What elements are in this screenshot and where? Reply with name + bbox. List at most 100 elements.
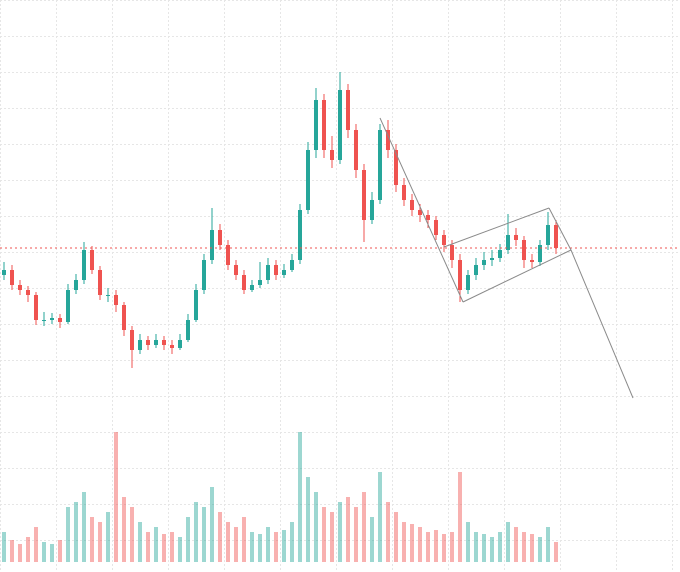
volume-bar xyxy=(346,497,350,562)
volume-bar xyxy=(250,532,254,562)
candle-body xyxy=(490,258,494,260)
candle-body xyxy=(322,100,326,150)
candle-body xyxy=(458,260,462,290)
candle-body xyxy=(242,275,246,290)
volume-bar xyxy=(362,492,366,562)
candle-body xyxy=(26,290,30,295)
candle-body xyxy=(98,270,102,295)
volume-bar xyxy=(162,534,166,562)
volume-bar xyxy=(122,497,126,562)
volume-bar xyxy=(282,530,286,562)
candle-body xyxy=(218,230,222,245)
volume-bar xyxy=(10,540,14,562)
candle-body xyxy=(370,200,374,220)
candle-body xyxy=(514,235,518,240)
volume-bar xyxy=(330,512,334,562)
candle-body xyxy=(450,245,454,260)
plot-area xyxy=(0,72,680,562)
volume-bar xyxy=(82,492,86,562)
volume-bar xyxy=(290,522,294,562)
volume-bar xyxy=(98,522,102,562)
volume-bar xyxy=(338,502,342,562)
candle-body xyxy=(58,318,62,322)
volume-bar xyxy=(42,542,46,562)
volume-bar xyxy=(426,532,430,562)
candle-body xyxy=(346,90,350,130)
channel-lower xyxy=(462,249,572,303)
candle-body xyxy=(258,280,262,285)
volume-bar xyxy=(170,532,174,562)
volume-bar xyxy=(58,540,62,562)
candle-body xyxy=(434,220,438,235)
volume-bar xyxy=(546,527,550,562)
candle-body xyxy=(250,285,254,290)
volume-bar xyxy=(202,507,206,562)
candle-body xyxy=(298,210,302,260)
candle-body xyxy=(442,235,446,245)
candle-body xyxy=(138,340,142,350)
candle-body xyxy=(146,340,150,345)
projection-line xyxy=(570,249,634,399)
candle-body xyxy=(106,295,110,296)
candle-body xyxy=(154,340,158,345)
volume-bar xyxy=(466,522,470,562)
candle-body xyxy=(82,250,86,280)
volume-bar xyxy=(26,537,30,562)
candle-body xyxy=(66,290,70,322)
volume-bar xyxy=(90,517,94,562)
volume-bar xyxy=(234,527,238,562)
candle-body xyxy=(498,250,502,258)
volume-bar xyxy=(130,507,134,562)
volume-bar xyxy=(386,502,390,562)
candle-body xyxy=(378,130,382,200)
candle-body xyxy=(266,265,270,280)
volume-bar xyxy=(306,477,310,562)
candle-body xyxy=(194,290,198,320)
volume-bar xyxy=(50,544,54,562)
candle-body xyxy=(362,170,366,220)
candle-body xyxy=(530,260,534,262)
candle-body xyxy=(50,318,54,320)
volume-bar xyxy=(258,534,262,562)
volume-bar xyxy=(522,532,526,562)
volume-bar xyxy=(554,542,558,562)
volume-bar xyxy=(354,507,358,562)
volume-bar xyxy=(186,517,190,562)
volume-bar xyxy=(410,524,414,562)
candle-body xyxy=(74,280,78,290)
volume-bar xyxy=(514,527,518,562)
volume-bar xyxy=(442,534,446,562)
candle-body xyxy=(226,245,230,265)
candle-body xyxy=(210,230,214,260)
trend-lines xyxy=(379,117,634,399)
volume-bar xyxy=(498,532,502,562)
candle-body xyxy=(426,215,430,220)
volume-bar xyxy=(314,492,318,562)
candle-body xyxy=(546,225,550,245)
volume-bar xyxy=(458,472,462,562)
candle-body xyxy=(282,270,286,275)
volume-bar xyxy=(154,527,158,562)
candle-body xyxy=(338,90,342,160)
volume-bar xyxy=(66,507,70,562)
volume-bar xyxy=(530,534,534,562)
candle-body xyxy=(130,330,134,350)
volume-bar xyxy=(218,512,222,562)
volume-bar xyxy=(146,532,150,562)
volume-bar xyxy=(490,537,494,562)
candle-body xyxy=(554,225,558,248)
channel-upper xyxy=(443,207,550,248)
candle-body xyxy=(330,150,334,160)
candle-body xyxy=(122,305,126,330)
candle-body xyxy=(506,235,510,250)
volume-bar xyxy=(474,532,478,562)
candle-body xyxy=(186,320,190,340)
candle-body xyxy=(290,260,294,270)
candle-body xyxy=(482,260,486,265)
volume-bar xyxy=(194,502,198,562)
candle-body xyxy=(386,130,390,150)
volume-bar xyxy=(450,532,454,562)
candle-body xyxy=(418,210,422,215)
candle-body xyxy=(234,265,238,275)
volume-bar xyxy=(394,512,398,562)
